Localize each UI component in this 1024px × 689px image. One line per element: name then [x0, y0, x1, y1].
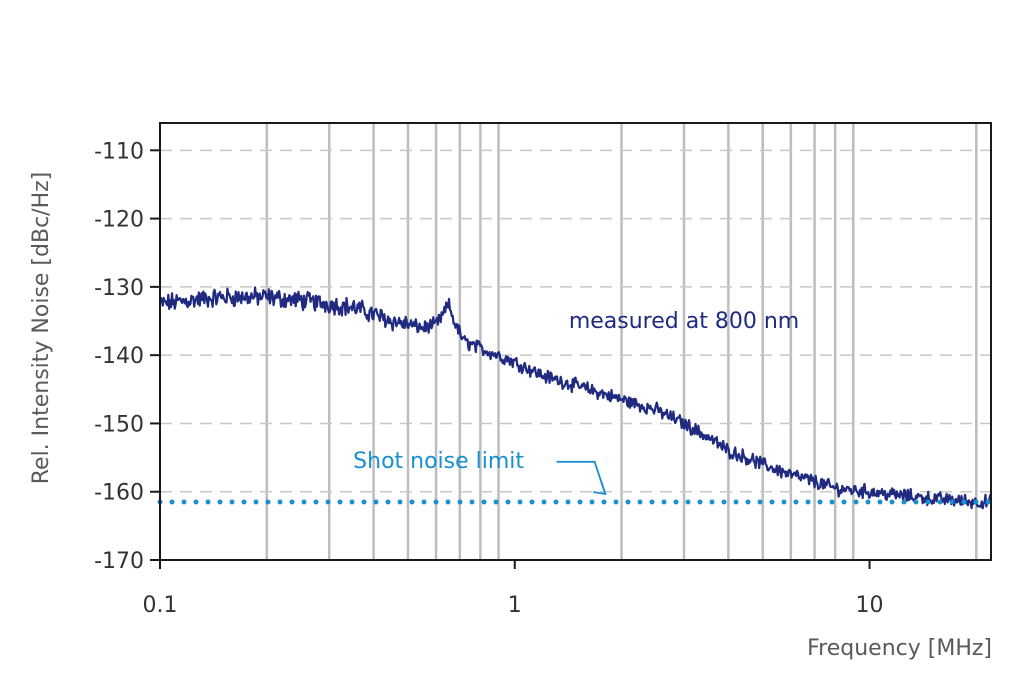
plot-frame: [159, 122, 992, 561]
y-tick-label: -170: [94, 549, 144, 574]
y-tick-label: -150: [94, 412, 144, 437]
y-tick-label: -120: [94, 208, 144, 233]
series-line-measured: [158, 286, 993, 510]
annotations: measured at 800 nm Shot noise limit: [353, 309, 799, 496]
annotation-arrow: [556, 460, 607, 495]
x-tick-label: 0.1: [143, 593, 178, 618]
x-tick-label: 1: [508, 593, 522, 618]
x-axis-title: Frequency [MHz]: [807, 636, 992, 661]
x-ticks: 0.1 1 10: [143, 560, 884, 618]
y-tick-label: -130: [94, 276, 144, 301]
y-tick-label: -110: [94, 139, 144, 164]
y-tick-label: -160: [94, 481, 144, 506]
data-series: [157, 286, 994, 510]
y-tick-label: -140: [94, 344, 144, 369]
annotation-arrowhead: [593, 481, 607, 496]
annotation-measured: measured at 800 nm: [569, 309, 799, 334]
x-tick-label: 10: [856, 593, 884, 618]
y-axis-title: Rel. Intensity Noise [dBc/Hz]: [29, 172, 54, 485]
annotation-shot-noise: Shot noise limit: [353, 449, 524, 474]
y-ticks: -110 -120 -130 -140 -150 -160 -170: [94, 139, 160, 574]
